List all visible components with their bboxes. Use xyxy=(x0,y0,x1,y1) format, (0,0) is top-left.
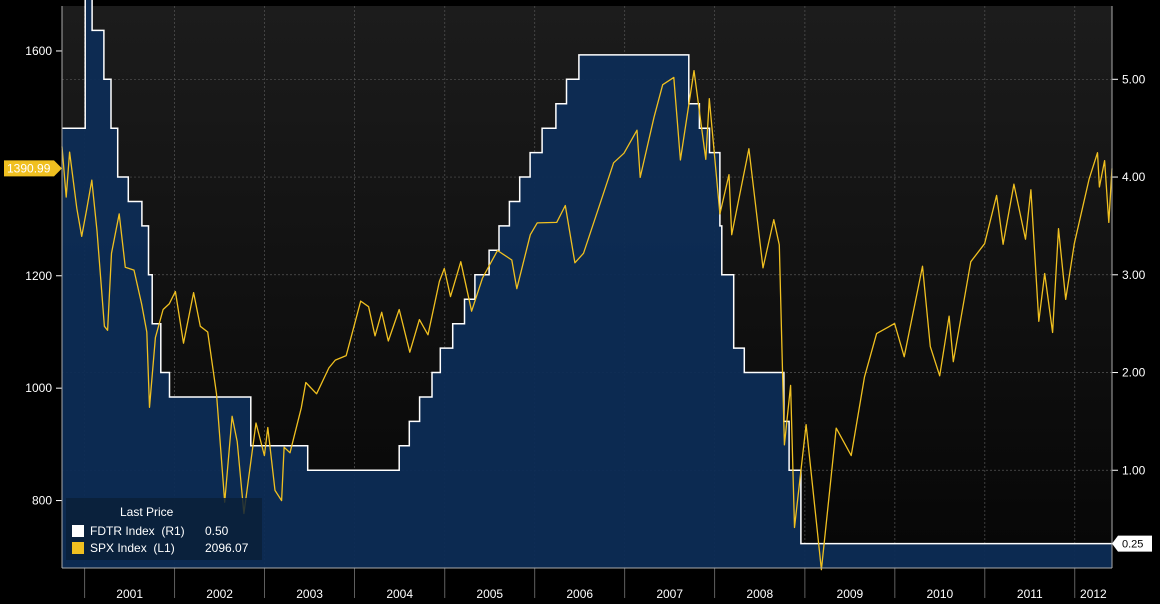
right-tick-label: 2.00 xyxy=(1122,366,1146,380)
left-tick-label: 1000 xyxy=(25,381,52,395)
fdtr-series xyxy=(62,0,1112,568)
x-tick-label: 2009 xyxy=(837,587,864,601)
legend-box xyxy=(66,498,262,560)
right-tick-label: 3.00 xyxy=(1122,268,1146,282)
legend-value-spx: 2096.07 xyxy=(205,541,249,555)
spx-line xyxy=(61,69,1113,571)
legend-label-spx: SPX Index (L1) xyxy=(90,541,175,555)
x-tick-label: 2010 xyxy=(926,587,953,601)
x-tick-label: 2003 xyxy=(296,587,323,601)
legend-label-fdtr: FDTR Index (R1) xyxy=(90,524,185,538)
fdtr-last-label: 0.25 xyxy=(1122,539,1143,551)
fdtr-last-marker: 0.25 xyxy=(1112,535,1152,552)
x-tick-label: 2002 xyxy=(206,587,233,601)
left-tick-label: 800 xyxy=(32,494,52,508)
right-tick-label: 4.00 xyxy=(1122,170,1146,184)
left-tick-label: 1200 xyxy=(25,269,52,283)
x-tick-label: 2011 xyxy=(1017,587,1043,601)
fdtr-area xyxy=(62,0,1112,568)
right-tick-label: 1.00 xyxy=(1122,463,1146,477)
current-value-marker: 1390.99 xyxy=(4,160,62,177)
fdtr-line xyxy=(62,0,1112,545)
x-tick-label: 2001 xyxy=(116,587,143,601)
x-tick-label: 2008 xyxy=(746,587,773,601)
x-tick-label: 2004 xyxy=(386,587,413,601)
legend-swatch-fdtr xyxy=(72,525,84,537)
axes: 2001 2002 2003 2004 2005 2006 2007 2008 2009 2010… xyxy=(25,6,1146,601)
x-tick-label: 2005 xyxy=(476,587,503,601)
legend-value-fdtr: 0.50 xyxy=(205,524,229,538)
left-tick-label: 1600 xyxy=(25,44,52,58)
spx-series xyxy=(61,69,1113,571)
legend: Last Price FDTR Index (R1) 0.50 SPX Inde… xyxy=(66,498,262,560)
right-tick-label: 5.00 xyxy=(1122,72,1146,86)
x-tick-label: 2006 xyxy=(566,587,593,601)
x-tick-label: 2012 xyxy=(1080,587,1107,601)
x-tick-label: 2007 xyxy=(656,587,683,601)
fdtr-last-badge xyxy=(1112,535,1152,552)
legend-title: Last Price xyxy=(120,505,174,519)
legend-swatch-spx xyxy=(72,542,84,554)
current-value-label: 1390.99 xyxy=(7,161,51,175)
current-value-badge xyxy=(4,160,62,177)
